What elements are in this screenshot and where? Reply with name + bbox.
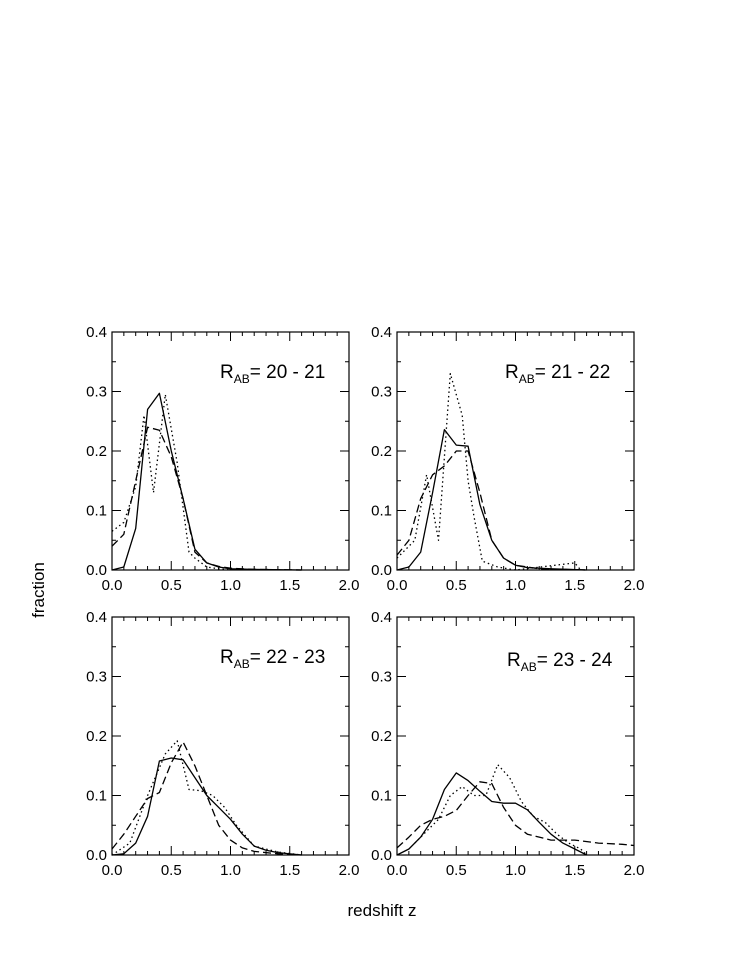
y-tick-label: 0.3 (371, 669, 392, 686)
panel-1: 0.0 0.5 1.0 1.5 2.0 0.0 0.1 0.2 0.3 0.4 RAB= 20 - … (86, 324, 359, 594)
x-tick-label: 1.0 (505, 577, 526, 594)
x-axis-title: redshift z (348, 901, 417, 920)
series-line-dotted (111, 393, 231, 571)
panel-label-sub: AB (521, 660, 537, 674)
x-tick-label: 0.0 (102, 862, 123, 879)
y-tick-label: 0.4 (371, 324, 392, 341)
y-tick-label: 0.4 (86, 609, 107, 626)
y-tick-label: 0.2 (371, 728, 392, 745)
panel-4: 0.0 0.5 1.0 1.5 2.0 0.0 0.1 0.2 0.3 0.4 RAB= 23 - … (371, 609, 644, 879)
y-tick-label: 0.4 (86, 324, 107, 341)
y-tick-label: 0.3 (86, 669, 107, 686)
x-tick-label: 1.5 (564, 862, 585, 879)
y-tick-label: 0.0 (371, 847, 392, 864)
panel-label-range: = 23 - 24 (537, 650, 613, 671)
x-tick-label: 0.5 (161, 577, 182, 594)
series-line-dashed (111, 426, 302, 571)
panel-label-range: = 20 - 21 (250, 362, 326, 383)
x-tick-label: 0.0 (387, 862, 408, 879)
x-tick-label: 1.5 (279, 577, 300, 594)
x-tick-label: 0.5 (446, 862, 467, 879)
x-tick-label: 1.0 (505, 862, 526, 879)
y-tick-label: 0.0 (86, 847, 107, 864)
x-tick-label: 2.0 (624, 577, 645, 594)
x-tick-label: 1.0 (220, 577, 241, 594)
series-line-solid (111, 757, 302, 856)
y-tick-label: 0.2 (371, 443, 392, 460)
y-tick-label: 0.1 (86, 788, 107, 805)
panel-label-sub: AB (234, 657, 250, 671)
x-tick-label: 1.0 (220, 862, 241, 879)
x-tick-label: 0.5 (446, 577, 467, 594)
x-tick-label: 2.0 (339, 862, 360, 879)
y-tick-label: 0.1 (371, 788, 392, 805)
panel-label: RAB= 23 - 24 (507, 650, 613, 674)
panel-label-main: R (220, 362, 234, 383)
y-tick-label: 0.3 (86, 384, 107, 401)
series-line-dotted (111, 740, 302, 856)
panel-label: RAB= 20 - 21 (220, 362, 325, 386)
x-tick-label: 0.5 (161, 862, 182, 879)
y-tick-label: 0.1 (86, 503, 107, 520)
panel-label: RAB= 22 - 23 (220, 647, 325, 671)
y-tick-label: 0.2 (86, 443, 107, 460)
series-line-dotted (414, 763, 588, 856)
series-line-solid (111, 392, 302, 571)
x-tick-label: 2.0 (339, 577, 360, 594)
panel-label-sub: AB (234, 372, 250, 386)
series-line-solid (396, 428, 587, 571)
series-line-dashed (396, 450, 587, 571)
series-line-dotted (396, 372, 582, 571)
y-tick-label: 0.2 (86, 728, 107, 745)
x-tick-label: 1.5 (564, 577, 585, 594)
x-tick-label: 0.0 (102, 577, 123, 594)
y-axis-title: fraction (29, 562, 48, 618)
x-tick-label: 0.0 (387, 577, 408, 594)
series-line-solid (396, 772, 587, 856)
panel-label-main: R (505, 362, 519, 383)
y-tick-label: 0.4 (371, 609, 392, 626)
panel-label-sub: AB (519, 372, 535, 386)
panel-2: 0.0 0.5 1.0 1.5 2.0 0.0 0.1 0.2 0.3 0.4 RAB= 21 - … (371, 324, 644, 594)
y-tick-label: 0.0 (371, 562, 392, 579)
panel-3: 0.0 0.5 1.0 1.5 2.0 0.0 0.1 0.2 0.3 0.4 RAB= 22 - … (86, 609, 359, 879)
panel-label-main: R (507, 650, 521, 671)
y-tick-label: 0.3 (371, 384, 392, 401)
panel-label-main: R (220, 647, 234, 668)
x-tick-label: 2.0 (624, 862, 645, 879)
panel-label: RAB= 21 - 22 (505, 362, 610, 386)
panel-label-range: = 22 - 23 (250, 647, 326, 668)
series-line-dashed (396, 781, 635, 849)
panel-label-range: = 21 - 22 (535, 362, 611, 383)
x-tick-label: 1.5 (279, 862, 300, 879)
y-tick-label: 0.1 (371, 503, 392, 520)
series-line-dashed (111, 741, 302, 856)
y-tick-label: 0.0 (86, 562, 107, 579)
